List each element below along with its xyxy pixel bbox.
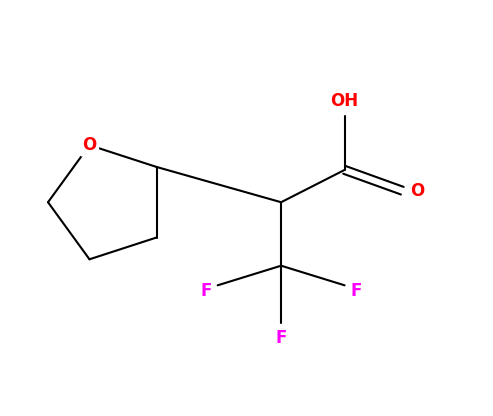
Text: F: F — [351, 282, 362, 300]
Text: OH: OH — [330, 92, 358, 110]
Text: O: O — [82, 136, 97, 154]
Text: O: O — [410, 182, 424, 200]
Text: F: F — [201, 282, 212, 300]
Text: F: F — [276, 329, 287, 347]
